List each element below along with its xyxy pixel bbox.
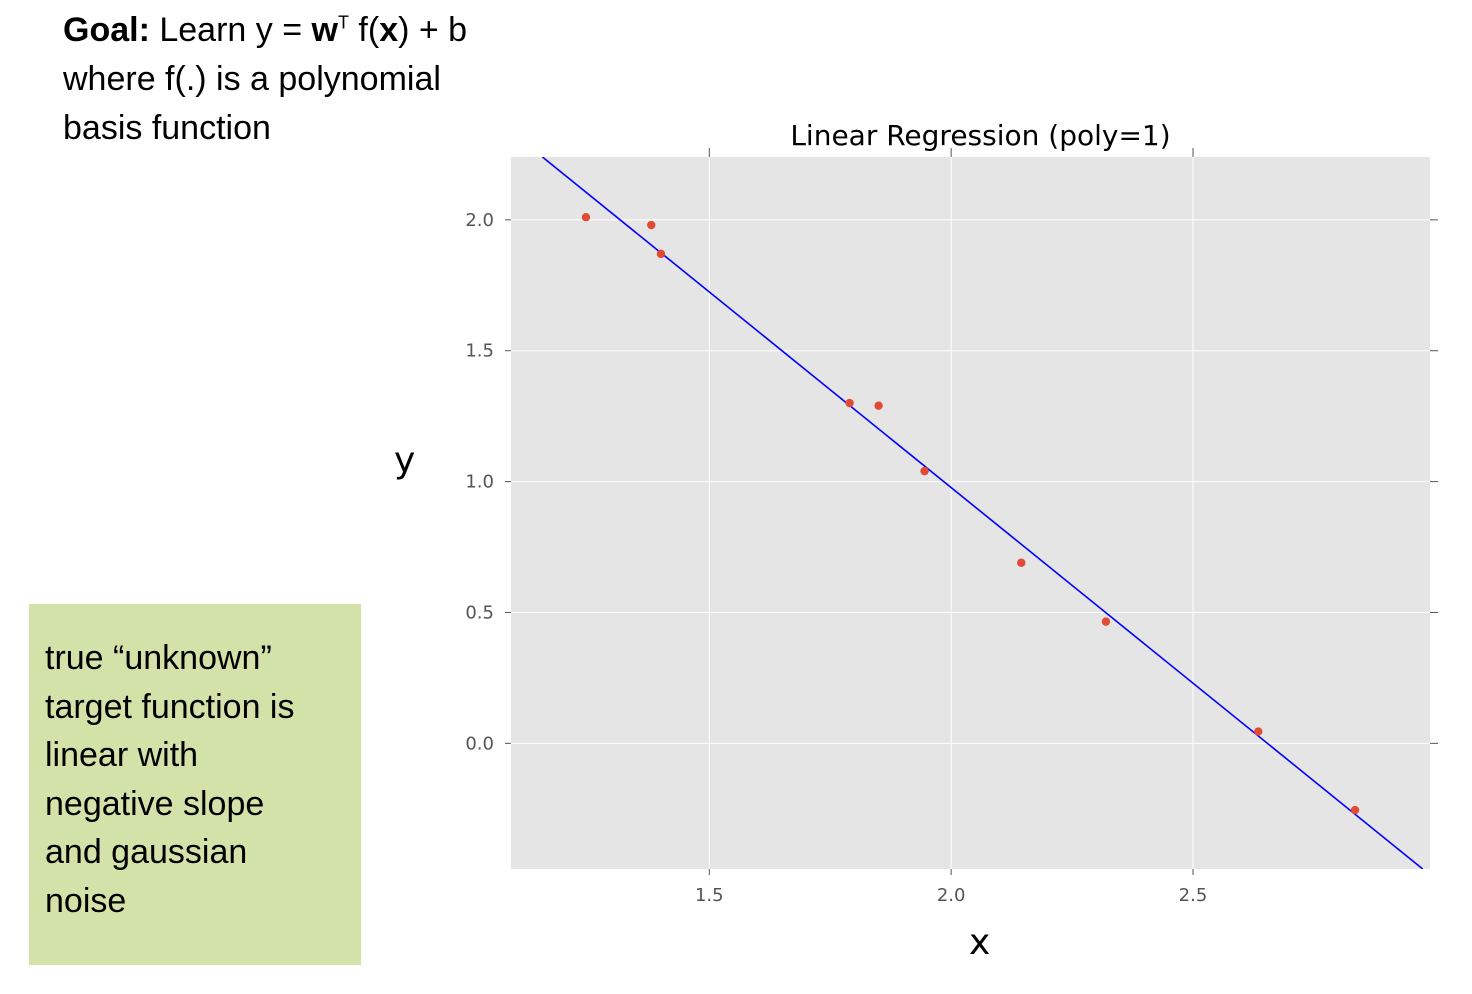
note-line: true “unknown”: [45, 639, 272, 677]
data-point: [1101, 617, 1111, 626]
goal-post: ) + b: [398, 11, 468, 49]
note-line: target function is: [45, 687, 295, 726]
goal-line-1: Goal: Learn y = wT f(x) + b: [63, 6, 523, 55]
y-tick-label: 2.0: [465, 210, 494, 231]
data-point: [1350, 805, 1360, 815]
data-point: [1017, 558, 1026, 567]
goal-line-3: basis function: [63, 109, 271, 147]
data-point: [874, 401, 883, 410]
y-tick-label: 0.5: [465, 602, 494, 623]
data-point: [581, 213, 591, 222]
note-line: negative slope: [45, 784, 265, 823]
y-tick-label: 0.0: [465, 733, 494, 754]
data-point: [647, 220, 656, 230]
note-box: true “unknown” target function is linear…: [29, 604, 361, 965]
goal-label: Goal:: [63, 11, 150, 49]
data-point: [656, 249, 666, 259]
y-tick-label: 1.5: [465, 341, 494, 362]
goal-pre: Learn y =: [149, 11, 312, 49]
plot-background: [511, 157, 1430, 869]
x-axis-label: x: [969, 922, 991, 963]
data-point: [1254, 727, 1263, 736]
goal-sup: T: [337, 12, 349, 33]
x-tick-label: 2.5: [1179, 885, 1208, 906]
plot-area: 1.5 2.0 2.5 0.0 0.5 1.0 1.5 2.0 Linear Regressio…: [465, 119, 1438, 906]
data-point: [920, 466, 929, 476]
goal-mid: f(: [348, 11, 380, 49]
data-point: [845, 398, 854, 408]
goal-line-2: where f(.) is a polynomial: [63, 60, 441, 98]
note-line: noise: [45, 881, 127, 920]
y-axis-label: y: [394, 440, 416, 481]
x-tick-label: 1.5: [695, 885, 724, 906]
x-tick-label: 2.0: [937, 885, 966, 906]
y-tick-label: 1.0: [465, 472, 494, 493]
chart-title: Linear Regression (poly=1): [790, 119, 1170, 152]
fit-line: [541, 157, 1424, 869]
goal-w: w: [311, 11, 338, 49]
note-line: linear with: [45, 736, 199, 775]
goal-x: x: [379, 11, 399, 49]
goal-text: Goal: Learn y = wT f(x) + b where f(.) i…: [63, 6, 523, 153]
note-line: and gaussian: [45, 833, 248, 872]
